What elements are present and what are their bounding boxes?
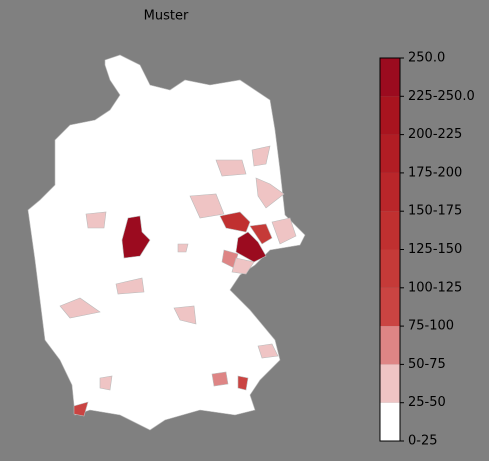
- region: [85, 211, 107, 229]
- region: [251, 145, 271, 167]
- colorbar-label: 175-200: [408, 165, 462, 180]
- colorbar-segment: [380, 364, 400, 403]
- region: [271, 217, 297, 245]
- region: [219, 211, 251, 233]
- colorbar: 250.0 225-250.0 200-225 175-200 150-175 125-1…: [379, 51, 475, 449]
- colorbar-label: 200-225: [408, 127, 462, 142]
- region: [249, 223, 273, 245]
- colorbar-segment: [380, 326, 400, 365]
- colorbar-segment: [380, 402, 400, 441]
- region: [255, 177, 285, 209]
- region: [73, 401, 89, 417]
- region: [257, 343, 279, 359]
- colorbar-label: 75-100: [408, 319, 454, 334]
- region: [115, 277, 145, 295]
- region: [173, 305, 197, 325]
- region: [189, 193, 225, 219]
- country-shape: [27, 54, 306, 431]
- region: [235, 231, 267, 263]
- colorbar-segment: [380, 287, 400, 327]
- colorbar-label: 250.0: [408, 51, 445, 66]
- region: [99, 375, 113, 391]
- colorbar-segment: [380, 96, 400, 135]
- colorbar-label: 0-25: [408, 434, 438, 449]
- colorbar-segment: [380, 134, 400, 173]
- colorbar-segment: [380, 211, 400, 250]
- map-title: Muster: [144, 9, 189, 24]
- germany-map: [27, 54, 306, 431]
- colorbar-label: 150-175: [408, 204, 462, 219]
- region: [177, 243, 189, 253]
- colorbar-label: 50-75: [408, 357, 446, 372]
- colorbar-segment: [380, 172, 400, 212]
- region: [231, 257, 255, 275]
- colorbar-label: 25-50: [408, 395, 446, 410]
- region: [215, 159, 247, 177]
- region: [59, 297, 101, 319]
- region: [211, 371, 229, 387]
- colorbar-label: 225-250.0: [408, 89, 475, 104]
- colorbar-label: 125-150: [408, 242, 462, 257]
- colorbar-label: 100-125: [408, 280, 462, 295]
- colorbar-segment: [380, 249, 400, 288]
- region: [121, 215, 151, 259]
- region: [237, 375, 249, 391]
- colorbar-segment: [380, 58, 400, 97]
